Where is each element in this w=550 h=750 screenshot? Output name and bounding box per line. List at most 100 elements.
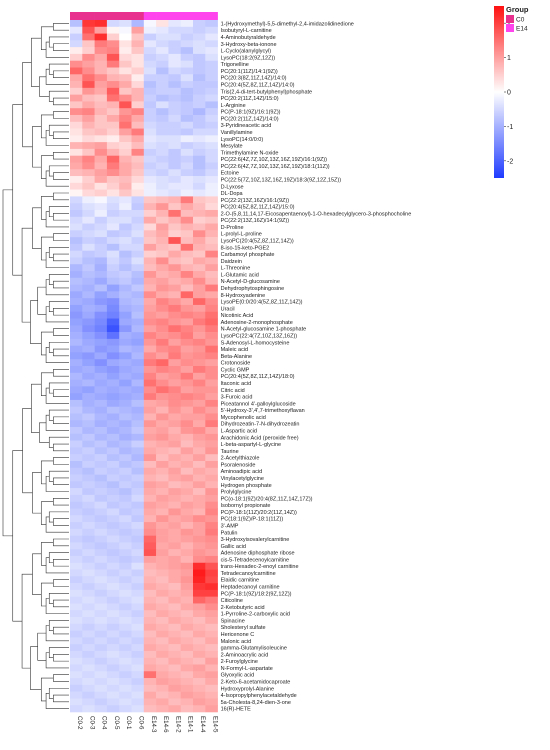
heatmap-cell bbox=[82, 589, 95, 597]
group-bar-cell bbox=[119, 12, 132, 20]
heatmap-cell bbox=[131, 637, 145, 645]
dendrogram-branch bbox=[37, 286, 47, 315]
heatmap-cell bbox=[168, 379, 181, 387]
row-label: L-beta-aspartyl-L-glycine bbox=[221, 442, 282, 448]
heatmap-cell bbox=[143, 223, 157, 231]
heatmap-cell bbox=[180, 304, 194, 313]
dendrogram-branch bbox=[45, 414, 69, 431]
heatmap-cell bbox=[193, 203, 206, 211]
heatmap-cell bbox=[94, 650, 108, 659]
heatmap-cell bbox=[70, 528, 83, 536]
heatmap-cell bbox=[156, 366, 169, 374]
heatmap-cell bbox=[119, 81, 132, 89]
heatmap-cell bbox=[70, 182, 83, 190]
heatmap-cell bbox=[119, 352, 132, 360]
heatmap-cell bbox=[143, 359, 157, 367]
heatmap-cell bbox=[70, 671, 83, 679]
heatmap-cell bbox=[131, 189, 145, 197]
column-label: C0-5 bbox=[113, 716, 120, 730]
heatmap-cell bbox=[106, 352, 120, 360]
heatmap-cell bbox=[193, 664, 206, 672]
heatmap-cell bbox=[168, 705, 181, 713]
heatmap-cell bbox=[82, 108, 95, 116]
heatmap-cell bbox=[180, 589, 194, 597]
group-annotation-bar bbox=[70, 12, 218, 20]
heatmap-cell bbox=[106, 650, 120, 659]
heatmap-cell bbox=[131, 40, 145, 48]
heatmap-cell bbox=[205, 148, 218, 156]
heatmap-cell bbox=[180, 318, 194, 326]
heatmap-cell bbox=[82, 684, 95, 692]
heatmap-cell bbox=[106, 216, 120, 224]
heatmap-cell bbox=[70, 155, 83, 163]
heatmap-cell bbox=[131, 379, 145, 387]
heatmap-cell bbox=[70, 522, 83, 530]
heatmap-cell bbox=[205, 623, 218, 631]
heatmap-cell bbox=[82, 304, 95, 313]
heatmap-cell bbox=[131, 630, 145, 638]
heatmap-cell bbox=[193, 47, 206, 55]
heatmap-cell bbox=[94, 47, 108, 55]
heatmap-cell bbox=[143, 488, 157, 496]
heatmap-cell bbox=[168, 467, 181, 475]
dendrogram-branch bbox=[2, 189, 13, 537]
heatmap-cell bbox=[131, 589, 145, 597]
heatmap-cell bbox=[168, 257, 181, 265]
heatmap-cell bbox=[106, 678, 120, 686]
row-label: PC(20:2(11Z,14Z)/14:0) bbox=[221, 116, 279, 122]
heatmap-cell bbox=[119, 637, 132, 645]
heatmap-cell bbox=[180, 121, 194, 129]
heatmap-cell bbox=[180, 447, 194, 455]
row-label: PC(20:4(5Z,8Z,11Z,14Z)/15:0) bbox=[221, 205, 295, 211]
dendrogram-branch bbox=[45, 652, 69, 669]
heatmap-cell bbox=[193, 630, 206, 638]
heatmap-cell bbox=[205, 589, 218, 597]
heatmap-cell bbox=[119, 650, 132, 659]
heatmap-cell bbox=[70, 250, 83, 258]
heatmap-cell bbox=[131, 617, 145, 625]
heatmap-cell bbox=[94, 583, 108, 591]
heatmap-cell bbox=[180, 549, 194, 557]
heatmap-cell bbox=[119, 311, 132, 319]
heatmap-cell bbox=[143, 508, 157, 516]
heatmap-cell bbox=[168, 67, 181, 75]
heatmap-cell bbox=[193, 325, 206, 333]
heatmap-cell bbox=[131, 20, 145, 28]
heatmap-cell bbox=[143, 542, 157, 550]
heatmap-cell bbox=[106, 250, 120, 258]
heatmap-cell bbox=[156, 562, 169, 570]
dendrogram-branch bbox=[37, 632, 47, 661]
heatmap-cell bbox=[70, 325, 83, 333]
heatmap-cell bbox=[70, 460, 83, 469]
heatmap-cell bbox=[168, 271, 181, 279]
dendrogram-branch bbox=[48, 436, 69, 448]
heatmap-cell bbox=[94, 277, 108, 285]
heatmap-cell bbox=[205, 53, 218, 62]
heatmap-cell bbox=[70, 542, 83, 550]
heatmap-cell bbox=[131, 60, 145, 68]
heatmap-cell bbox=[180, 81, 194, 89]
heatmap-cell bbox=[82, 650, 95, 659]
dendrogram-branch bbox=[48, 511, 69, 523]
heatmap-cell bbox=[205, 135, 218, 143]
heatmap-cell bbox=[205, 264, 218, 272]
heatmap-cell bbox=[70, 277, 83, 285]
heatmap-cell bbox=[94, 515, 108, 523]
heatmap-cell bbox=[131, 549, 145, 557]
heatmap-cell bbox=[70, 243, 83, 251]
heatmap-cell bbox=[156, 223, 169, 231]
heatmap-cell bbox=[82, 691, 95, 699]
heatmap-cell bbox=[168, 576, 181, 584]
heatmap-cell bbox=[106, 528, 120, 536]
heatmap-cell bbox=[70, 420, 83, 428]
dendrogram-branch bbox=[48, 552, 69, 564]
heatmap-cell bbox=[205, 74, 218, 82]
heatmap-cell bbox=[106, 169, 120, 177]
row-label: Heptadecanoyl carnitine bbox=[221, 585, 280, 591]
heatmap-cell bbox=[119, 74, 132, 82]
row-label: PC(20:4(5Z,8Z,11Z,14Z)/14:0) bbox=[221, 82, 295, 88]
heatmap-cell bbox=[82, 644, 95, 652]
heatmap-cell bbox=[168, 399, 181, 408]
row-label: Itaconic acid bbox=[221, 381, 252, 387]
heatmap-cell bbox=[82, 250, 95, 258]
